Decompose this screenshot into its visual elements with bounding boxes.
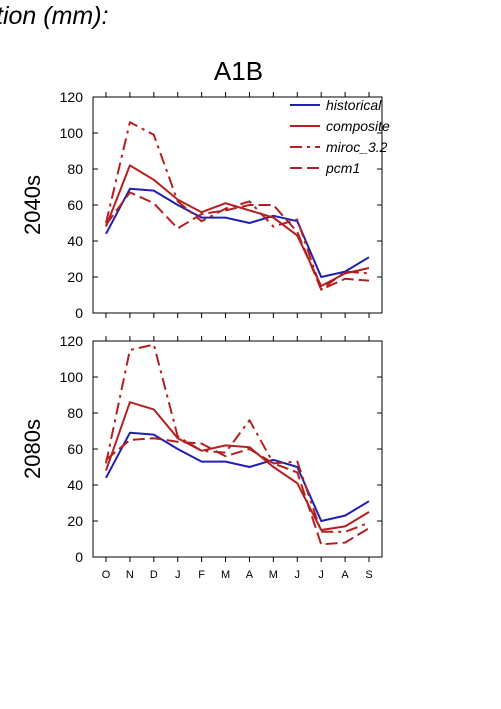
- y-tick-label: 60: [67, 197, 83, 213]
- legend-label: pcm1: [325, 160, 360, 176]
- x-tick-label: J: [175, 569, 181, 581]
- x-tick-label: S: [365, 569, 372, 581]
- page-title: tion (mm):: [0, 2, 109, 30]
- plot-frame: [92, 340, 383, 558]
- legend-label: miroc_3.2: [326, 139, 388, 155]
- x-tick-label: F: [198, 569, 205, 581]
- y-tick-label: 20: [67, 269, 83, 285]
- x-tick-label: A: [341, 569, 349, 581]
- y-tick-label: 120: [60, 333, 84, 349]
- x-tick-label: N: [126, 569, 134, 581]
- series-line-miroc-3-2: [105, 343, 370, 533]
- x-tick-label: M: [221, 569, 230, 581]
- legend-label: historical: [326, 97, 382, 113]
- chart-title: A1B: [213, 56, 264, 86]
- y-tick-label: 0: [75, 549, 83, 565]
- y-tick-label: 80: [67, 161, 83, 177]
- y-tick-label: 20: [67, 513, 83, 529]
- y-tick-label: 120: [60, 89, 84, 105]
- series-line-historical: [105, 187, 370, 278]
- y-tick-label: 60: [67, 441, 83, 457]
- legend-label: composite: [326, 118, 390, 134]
- series-line-composite: [105, 164, 370, 287]
- series-line-historical: [105, 431, 370, 522]
- series-line-pcm1: [105, 191, 370, 291]
- x-tick-label: M: [269, 569, 278, 581]
- x-tick-label: J: [295, 569, 301, 581]
- y-tick-label: 40: [67, 477, 83, 493]
- y-tick-label: 40: [67, 233, 83, 249]
- y-tick-label: 100: [60, 125, 84, 141]
- y-tick-label: 80: [67, 405, 83, 421]
- row-label: 2040s: [20, 175, 45, 235]
- x-tick-label: O: [102, 569, 111, 581]
- x-tick-label: A: [246, 569, 254, 581]
- y-tick-label: 100: [60, 369, 84, 385]
- series-line-composite: [105, 401, 370, 531]
- y-tick-label: 0: [75, 305, 83, 321]
- series-line-pcm1: [105, 437, 370, 546]
- x-tick-label: D: [150, 569, 158, 581]
- series-line-miroc-3-2: [105, 121, 370, 291]
- row-label: 2080s: [20, 419, 45, 479]
- x-tick-label: J: [318, 569, 324, 581]
